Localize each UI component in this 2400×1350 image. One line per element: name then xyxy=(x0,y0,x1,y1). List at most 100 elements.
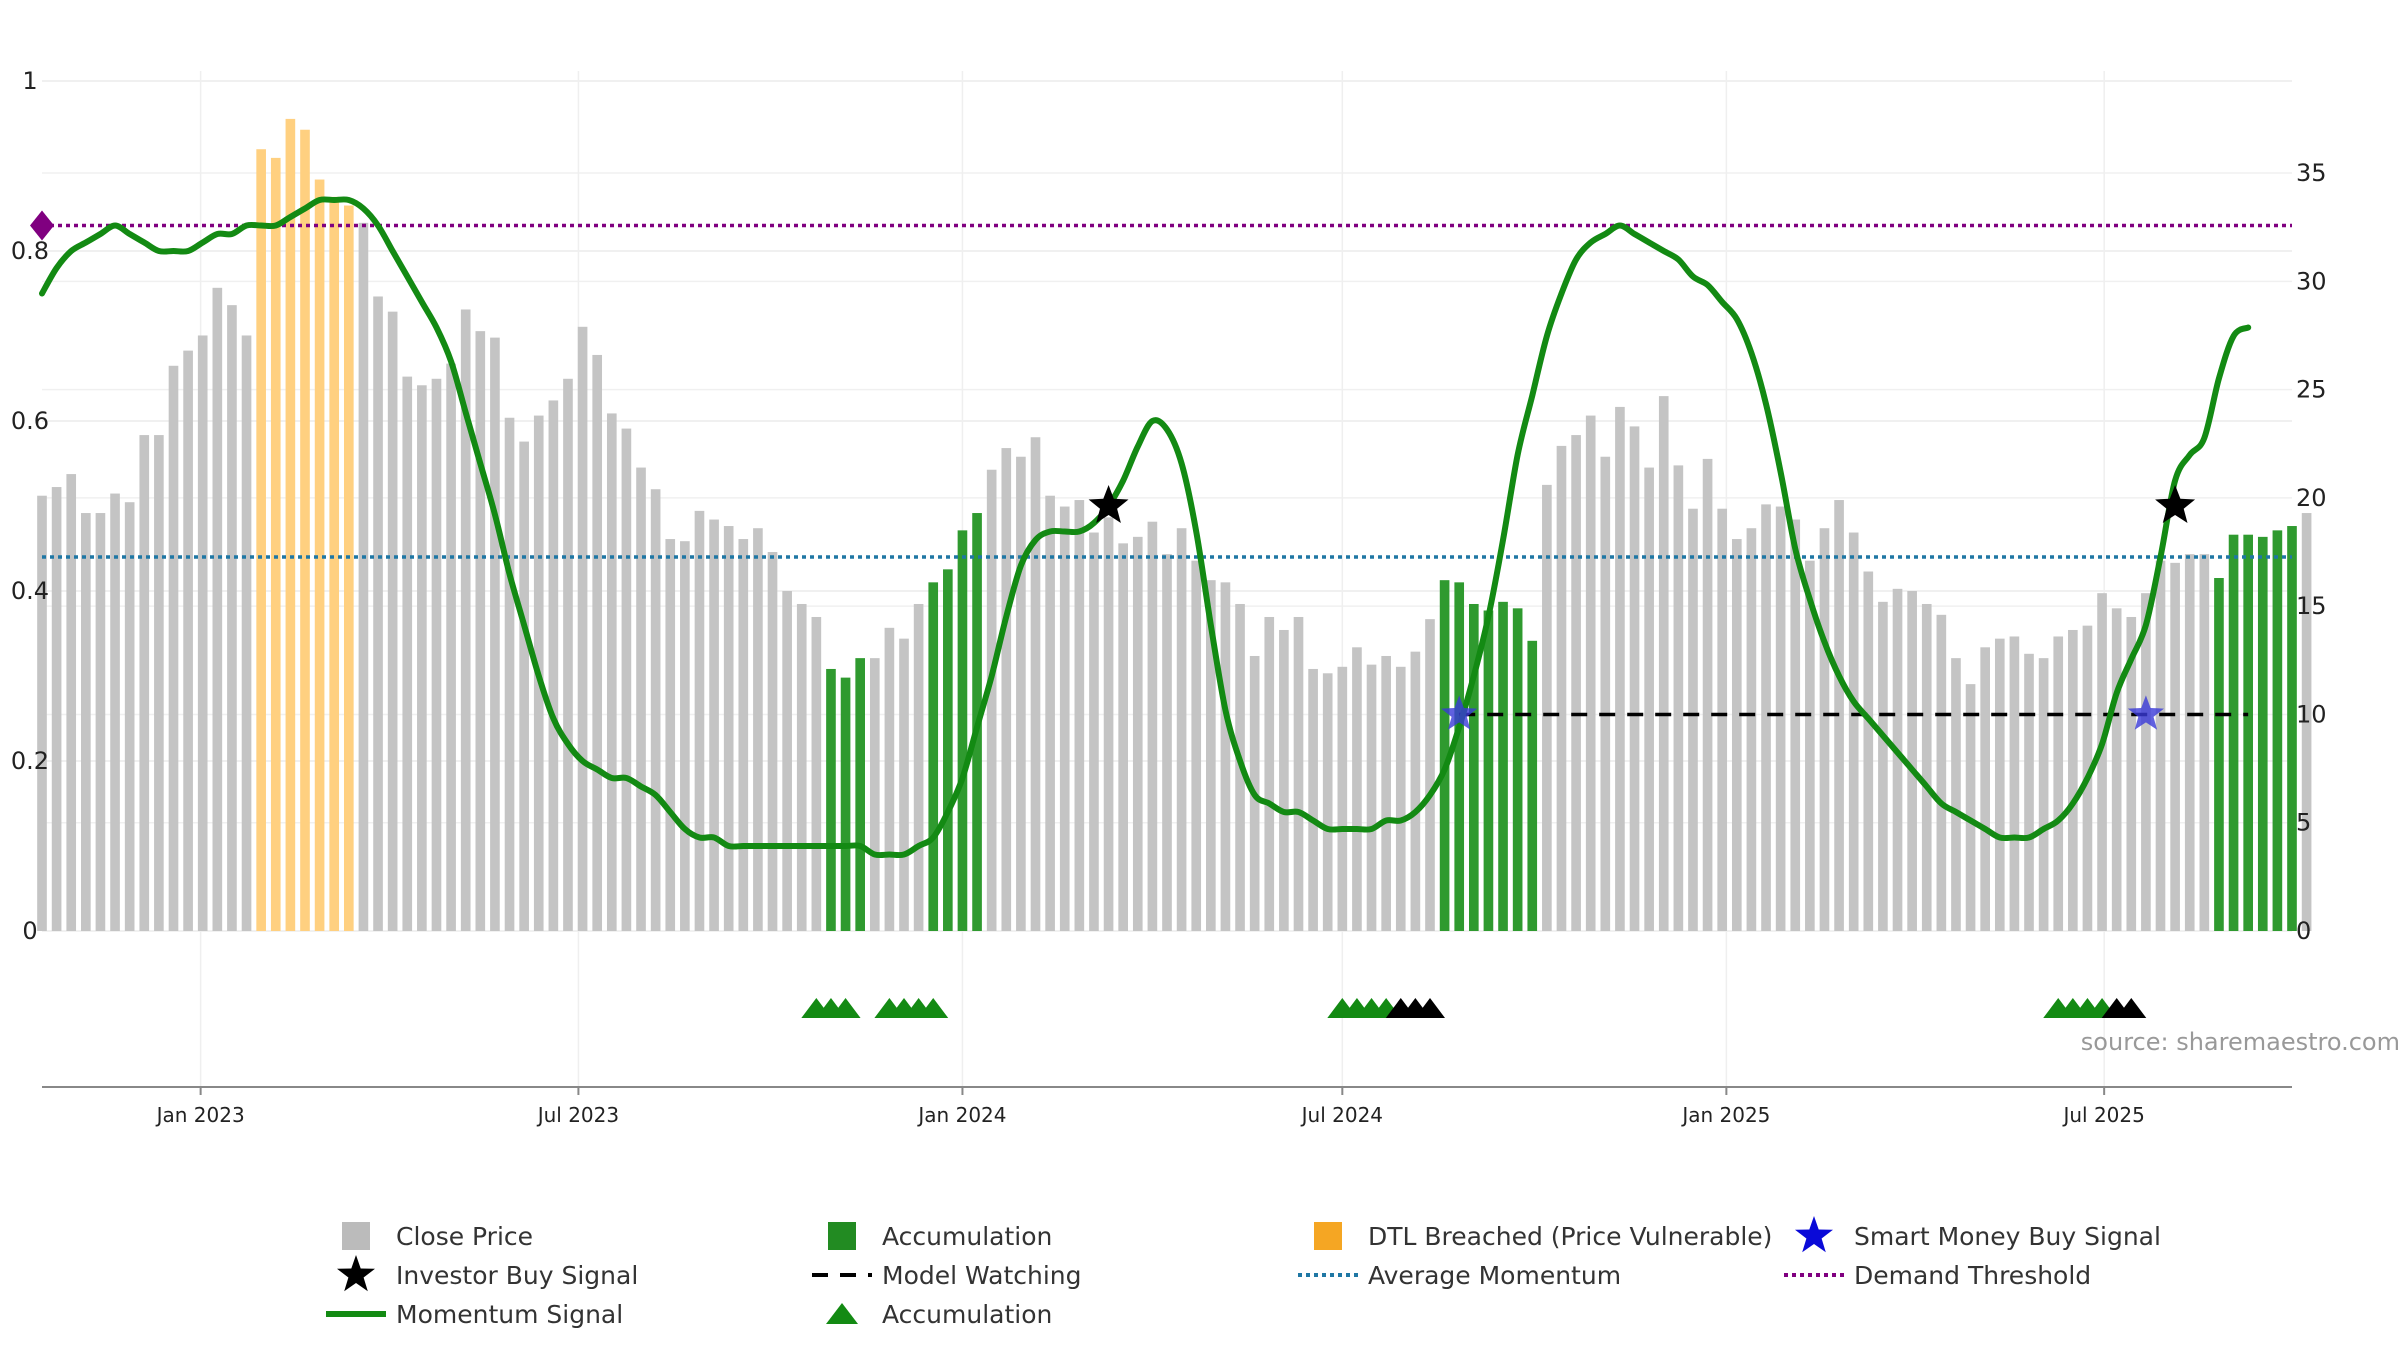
close-price-bar xyxy=(1951,658,1961,931)
accumulation-bar xyxy=(943,569,953,931)
close-price-bar xyxy=(1819,528,1830,931)
close-price-bar xyxy=(2141,593,2151,931)
close-price-bar xyxy=(1337,666,1348,931)
accumulation-bar xyxy=(928,582,939,931)
investor-buy-star xyxy=(2155,485,2196,523)
close-price-bar xyxy=(2009,636,2020,931)
close-price-bar xyxy=(212,287,223,931)
close-price-bar xyxy=(1089,532,1099,931)
accumulation-bar xyxy=(2243,534,2253,931)
accumulation-bar xyxy=(2272,530,2283,931)
left-axis-label: 0 xyxy=(22,917,37,945)
right-axis-label: 0 xyxy=(2296,917,2311,945)
accumulation-triangle xyxy=(918,998,949,1018)
close-price-bar xyxy=(1016,456,1026,931)
accumulation-bar xyxy=(1483,610,1494,931)
accumulation-bar xyxy=(826,668,836,931)
demand-threshold-marker xyxy=(30,210,54,241)
close-price-bar xyxy=(577,326,588,931)
close-price-bar xyxy=(913,603,924,931)
close-price-bar xyxy=(723,526,734,931)
close-price-bar xyxy=(1030,437,1041,931)
close-price-bar xyxy=(1381,655,1391,931)
right-axis-label: 15 xyxy=(2296,592,2327,620)
close-price-bar xyxy=(1805,560,1815,931)
legend-investor-buy: Investor Buy Signal xyxy=(337,1255,638,1292)
close-price-bar xyxy=(373,296,383,932)
close-price-bar xyxy=(2024,653,2034,931)
close-price-bar xyxy=(796,603,807,931)
close-price-bar xyxy=(431,378,442,931)
close-price-bar xyxy=(51,487,62,931)
close-price-bar xyxy=(753,528,763,931)
left-axis-label: 1 xyxy=(22,67,37,95)
close-price-bar xyxy=(2053,636,2064,931)
axes: Jan 2023 Jul 2023 Jan 2024 Jul 2024 Jan 2025… xyxy=(11,67,2327,1127)
close-price-bar xyxy=(2068,629,2078,931)
close-price-bar xyxy=(2301,513,2312,931)
close-price-bar xyxy=(1936,614,1947,931)
dtl-breached-bar xyxy=(300,129,310,932)
close-price-bar xyxy=(563,378,573,931)
legend-label: Smart Money Buy Signal xyxy=(1854,1222,2161,1251)
accumulation-bar xyxy=(1527,640,1538,931)
close-price-bar xyxy=(884,627,895,931)
right-axis-label: 35 xyxy=(2296,159,2327,187)
close-price-bar xyxy=(1600,456,1611,931)
legend-swatch xyxy=(1314,1222,1342,1250)
legend-label: Close Price xyxy=(396,1222,533,1251)
legend-star-icon xyxy=(337,1255,375,1292)
close-price-bar xyxy=(1425,619,1435,931)
close-price-bar xyxy=(606,413,617,931)
investor-buy-star xyxy=(1088,485,1129,523)
right-axis-label: 5 xyxy=(2296,809,2311,837)
close-price-bar xyxy=(1191,560,1202,931)
close-price-bar xyxy=(2170,562,2180,931)
close-price-bar xyxy=(1848,532,1859,931)
smart-money-buy-star xyxy=(2127,695,2164,730)
close-price-bar xyxy=(1322,673,1333,931)
close-price-bar xyxy=(1790,519,1801,931)
close-price-bar xyxy=(519,441,529,931)
x-tick-label: Jan 2024 xyxy=(916,1103,1006,1127)
legend-swatch xyxy=(342,1222,370,1250)
close-price-bar xyxy=(460,309,471,932)
close-price-bar xyxy=(1702,458,1713,931)
accumulation-bar xyxy=(1498,601,1508,931)
close-price-bar xyxy=(504,417,515,931)
close-price-bar xyxy=(2126,616,2137,931)
close-price-bar xyxy=(636,467,646,931)
close-price-bar xyxy=(869,658,880,931)
close-price-bar xyxy=(490,337,500,931)
close-price-bar xyxy=(1585,415,1596,932)
close-price-bar xyxy=(1132,536,1143,931)
legend-dtl-breached: DTL Breached (Price Vulnerable) xyxy=(1314,1222,1772,1251)
close-price-bar xyxy=(592,354,603,931)
close-price-bar xyxy=(899,638,909,931)
close-price-bar xyxy=(1395,666,1406,931)
accumulation-bar xyxy=(2257,536,2268,931)
grid-lines xyxy=(42,71,2292,1087)
smart-money-buy-star xyxy=(1441,695,1478,730)
legend-swatch xyxy=(828,1222,856,1250)
close-price-bar xyxy=(1688,508,1698,931)
legend-label: Investor Buy Signal xyxy=(396,1261,638,1290)
close-price-bar xyxy=(197,335,208,932)
legend: Close Price Accumulation DTL Breached (Pri… xyxy=(326,1216,2161,1329)
accumulation-bar xyxy=(1512,608,1523,931)
close-price-bar xyxy=(650,489,661,931)
legend-star-icon xyxy=(1795,1216,1833,1253)
close-price-bar xyxy=(417,385,427,931)
accumulation-bar xyxy=(855,658,865,931)
close-price-bar xyxy=(1615,406,1625,931)
legend-triangle-icon xyxy=(826,1303,858,1324)
source-label: source: sharemaestro.com xyxy=(2081,1028,2400,1056)
close-price-bar xyxy=(2184,554,2195,931)
close-price-bar xyxy=(37,495,47,931)
legend-momentum-signal: Momentum Signal xyxy=(326,1300,623,1329)
legend-demand-threshold: Demand Threshold xyxy=(1784,1261,2091,1290)
left-axis-label: 0.2 xyxy=(11,747,49,775)
close-price-bar xyxy=(1279,629,1289,931)
